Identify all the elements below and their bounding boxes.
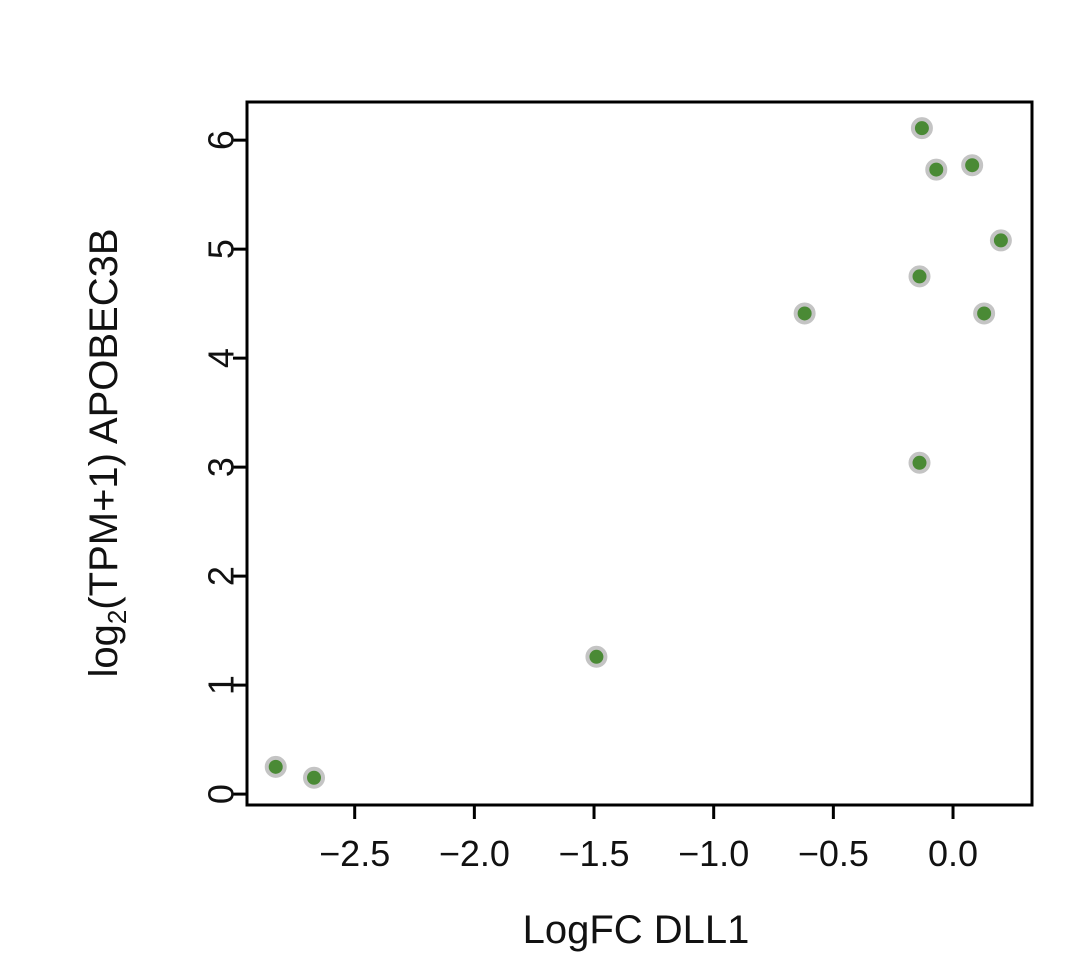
y-tick-label: 6 bbox=[201, 130, 242, 150]
y-tick-label: 2 bbox=[201, 566, 242, 586]
data-point bbox=[908, 265, 931, 288]
x-tick-label: −1.5 bbox=[558, 833, 629, 874]
x-tick-label: −0.5 bbox=[798, 833, 869, 874]
data-point bbox=[961, 154, 984, 177]
y-axis-title: log2(TPM+1) APOBEC3B bbox=[82, 228, 132, 677]
y-tick-label: 0 bbox=[201, 784, 242, 804]
data-point bbox=[585, 645, 608, 668]
x-tick-label: −1.0 bbox=[678, 833, 749, 874]
data-point bbox=[910, 117, 933, 140]
data-point bbox=[925, 158, 948, 181]
data-point bbox=[264, 755, 287, 778]
data-point bbox=[303, 766, 326, 789]
data-point bbox=[908, 451, 931, 474]
data-point bbox=[989, 229, 1012, 252]
y-tick-label: 1 bbox=[201, 675, 242, 695]
y-axis: 0 1 2 3 4 5 6 bbox=[201, 130, 247, 804]
x-tick-label: 0.0 bbox=[928, 833, 978, 874]
x-tick-label: −2.5 bbox=[319, 833, 390, 874]
plot-frame bbox=[245, 100, 1034, 807]
y-tick-label: 5 bbox=[201, 239, 242, 259]
data-points bbox=[264, 117, 1012, 789]
y-tick-label: 3 bbox=[201, 457, 242, 477]
y-tick-label: 4 bbox=[201, 348, 242, 368]
x-axis-title: LogFC DLL1 bbox=[523, 908, 750, 952]
y-axis-title-subscript: 2 bbox=[102, 610, 132, 624]
x-tick-label: −2.0 bbox=[439, 833, 510, 874]
x-axis: −2.5 −2.0 −1.5 −1.0 −0.5 0.0 bbox=[319, 805, 978, 874]
data-point bbox=[973, 302, 996, 325]
data-point bbox=[793, 302, 816, 325]
y-axis-title-prefix: log bbox=[82, 624, 126, 677]
y-axis-title-suffix: (TPM+1) APOBEC3B bbox=[82, 228, 126, 609]
